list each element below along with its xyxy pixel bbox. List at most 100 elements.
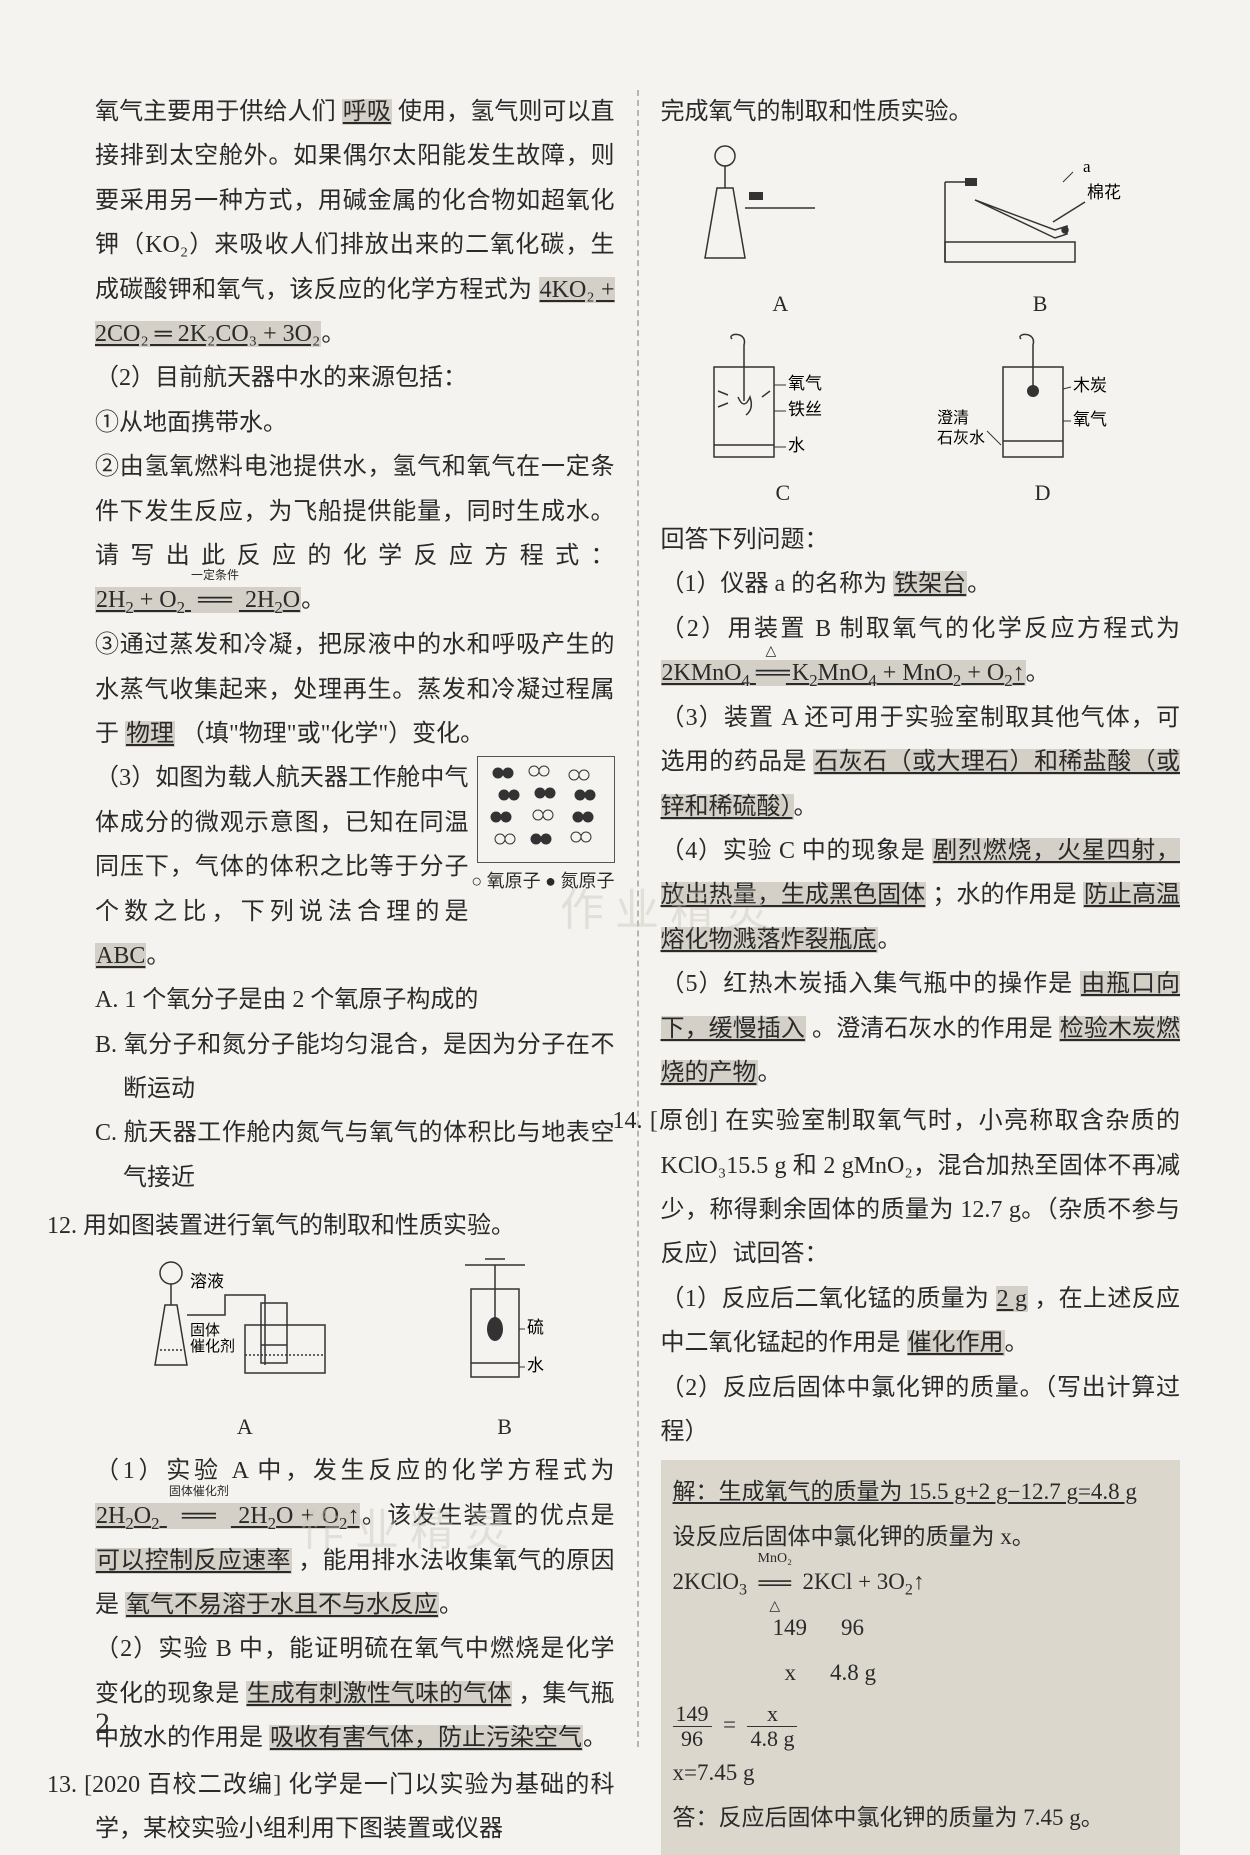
answer-equation: 2H2 + O2 一定条件══ 2H2O (95, 587, 301, 613)
condition-label: △ (756, 639, 786, 665)
device-a: 溶液 固体 催化剂 A (135, 1255, 355, 1448)
sub-question: （2）反应后固体中氯化钾的质量。（写出计算过程） (661, 1366, 1181, 1455)
condition-label: 固体催化剂 (167, 1480, 231, 1502)
text: （2）用装置 B 制取氧气的化学反应方程式为 (661, 616, 1181, 642)
calc-line: 设反应后固体中氯化钾的质量为 x。 (673, 1515, 1169, 1560)
condition-bot: △ (753, 1593, 797, 1620)
text: 。 (967, 571, 991, 597)
text: 。 (794, 794, 818, 820)
right-column: 完成氧气的制取和性质实验。 A (639, 90, 1181, 1747)
label-catalyst: 固体 (190, 1322, 220, 1339)
svg-text:a: a (1083, 157, 1091, 176)
question-12: 12. 用如图装置进行氧气的制取和性质实验。 (47, 1204, 615, 1248)
sub-question: （1）实验 A 中，发生反应的化学方程式为 2H2O2 固体催化剂══ 2H2O… (95, 1449, 615, 1627)
text: 。 (583, 1725, 607, 1751)
device-label: A (135, 1407, 355, 1448)
sub-question: （4）实验 C 中的现象是 剧烈燃烧，火星四射，放出热量，生成黑色固体 ；水的作… (661, 829, 1181, 962)
text: （填"物理"或"化学"）变化。 (181, 721, 484, 747)
device-b2: a 棉花 B (935, 142, 1145, 325)
device-b: 硫 水 B (435, 1255, 575, 1448)
label-sulfur: 硫 (527, 1318, 544, 1337)
text: （4）实验 C 中的现象是 (661, 838, 926, 864)
answer-blank: 2 g (996, 1286, 1028, 1312)
var-value: x (773, 1651, 797, 1696)
answer-blank: 氧气不易溶于水且不与水反应 (125, 1592, 439, 1618)
sub-question: （1）仪器 a 的名称为 铁架台。 (661, 562, 1181, 606)
mass-value: 96 (841, 1606, 864, 1651)
device-label: B (435, 1407, 575, 1448)
list-item: ②由氢氧燃料电池提供水，氢气和氧气在一定条件下发生反应，为飞船提供能量，同时生成… (95, 445, 615, 623)
device-d2: 澄清 石灰水 木炭 氧气 D (933, 331, 1153, 514)
sub-question: （5）红热木炭插入集气瓶中的操作是 由瓶口向下，缓慢插入 。澄清石灰水的作用是 … (661, 962, 1181, 1095)
list-item: ①从地面携带水。 (95, 401, 615, 445)
label-water: 水 (527, 1356, 544, 1375)
option-a: A. 1 个氧分子是由 2 个氧原子构成的 (95, 978, 615, 1022)
text: 使用，氢气则可以直接排到太空舱外。如果偶尔太阳能发生故障，则要采用另一种方式，用… (95, 99, 615, 303)
answer-blank: 吸收有害气体，防止污染空气 (269, 1725, 583, 1751)
device-label: A (695, 284, 865, 325)
label-o2: 氧气 (788, 374, 822, 393)
calculation-box: 解：生成氧气的质量为 15.5 g+2 g−12.7 g=4.8 g 设反应后固… (661, 1460, 1181, 1855)
calc-text: 解：生成氧气的质量为 15.5 g+2 g−12.7 g=4.8 g (673, 1479, 1137, 1504)
calc-answer: 答：反应后固体中氯化钾的质量为 7.45 g。 (673, 1796, 1169, 1841)
device-figure-row-bottom: 氧气 铁丝 水 C 澄清 (661, 331, 1181, 514)
left-column: 氧气主要用于供给人们 呼吸 使用，氢气则可以直接排到太空舱外。如果偶尔太阳能发生… (95, 90, 637, 1747)
text: 。 (758, 1060, 782, 1086)
label-water: 水 (788, 436, 805, 455)
device-figure-row: 溶液 固体 催化剂 A 硫 水 (95, 1255, 615, 1448)
sub-question: （3）装置 A 还可用于实验室制取其他气体，可选用的药品是 石灰石（或大理石）和… (661, 696, 1181, 829)
label-solution: 溶液 (190, 1272, 224, 1291)
answer-blank: 物理 (125, 721, 175, 747)
text: 氧气主要用于供给人们 (95, 99, 336, 125)
text: 。 (146, 943, 170, 969)
answer-blank: ABC (95, 943, 146, 969)
device-figure-row-top: A a 棉花 B (661, 142, 1181, 325)
answer-blank: 铁架台 (893, 571, 967, 597)
mass-row: 149 96 (673, 1606, 1169, 1651)
label-o2b: 氧气 (1073, 410, 1107, 429)
calc-result: x=7.45 g (673, 1751, 1169, 1796)
sub-question: （2）实验 B 中，能证明硫在氧气中燃烧是化学变化的现象是 生成有刺激性气味的气… (95, 1627, 615, 1760)
text: ；水的作用是 (932, 882, 1076, 908)
label-char: 木炭 (1073, 376, 1107, 395)
device-c2: 氧气 铁丝 水 C (688, 331, 878, 514)
sub-question: （1）反应后二氧化锰的质量为 2 g ，在上述反应中二氧化锰起的作用是 催化作用… (661, 1277, 1181, 1366)
calc-equation: 2KClO3 MnO₂ ══ △ 2KCl + 3O2↑ (673, 1560, 1169, 1606)
var-row: x 4.8 g (673, 1651, 1169, 1696)
text: 。 (321, 321, 345, 347)
answer-blank: 可以控制反应速率 (95, 1548, 292, 1574)
text: 。 (1005, 1330, 1029, 1356)
label-catalyst2: 催化剂 (190, 1338, 235, 1355)
text: （1）仪器 a 的名称为 (661, 571, 888, 597)
frac-num: 149 (673, 1702, 712, 1727)
legend: ○ 氧原子 ● 氮原子 (469, 865, 615, 898)
condition-label: 一定条件 (191, 564, 239, 586)
var-value: 4.8 g (830, 1651, 876, 1696)
text: 。澄清石灰水的作用是 (812, 1016, 1053, 1042)
device-label: C (688, 473, 878, 514)
frac-den: 4.8 g (747, 1727, 797, 1751)
molecule-svg (484, 761, 608, 855)
text: 。 (301, 587, 325, 613)
text: （3）如图为载人航天器工作舱中气体成分的微观示意图，已知在同温同压下，气体的体积… (95, 765, 469, 924)
paragraph: 完成氧气的制取和性质实验。 (661, 90, 1181, 134)
text: 。 (439, 1592, 463, 1618)
text: （1）反应后二氧化锰的质量为 (661, 1286, 990, 1312)
answer-blank: 催化作用 (907, 1330, 1005, 1356)
question-13: 13. [2020 百校二改编] 化学是一门以实验为基础的科学，某校实验小组利用… (47, 1763, 615, 1852)
text: 。 (1026, 660, 1050, 686)
device-label: D (933, 473, 1153, 514)
paragraph: 氧气主要用于供给人们 呼吸 使用，氢气则可以直接排到太空舱外。如果偶尔太阳能发生… (95, 90, 615, 356)
text: 。 (878, 927, 902, 953)
question-14: 14. [原创] 在实验室制取氧气时，小亮称取含杂质的 KClO₃15.5 g … (613, 1099, 1181, 1277)
proportion: 14996 = x4.8 g (673, 1702, 1169, 1751)
text: ②由氢氧燃料电池提供水，氢气和氧气在一定条件下发生反应，为飞船提供能量，同时生成… (95, 454, 615, 569)
heading: 回答下列问题： (661, 518, 1181, 562)
frac-num: x (747, 1702, 797, 1727)
page-number: 2 (95, 1696, 110, 1752)
label-lime2: 石灰水 (937, 429, 985, 447)
text: （5）红热木炭插入集气瓶中的操作是 (661, 971, 1074, 997)
answer-blank: 生成有刺激性气味的气体 (246, 1681, 513, 1707)
device-label: B (935, 284, 1145, 325)
sub-question: （3）如图为载人航天器工作舱中气体成分的微观示意图，已知在同温同压下，气体的体积… (95, 756, 469, 978)
